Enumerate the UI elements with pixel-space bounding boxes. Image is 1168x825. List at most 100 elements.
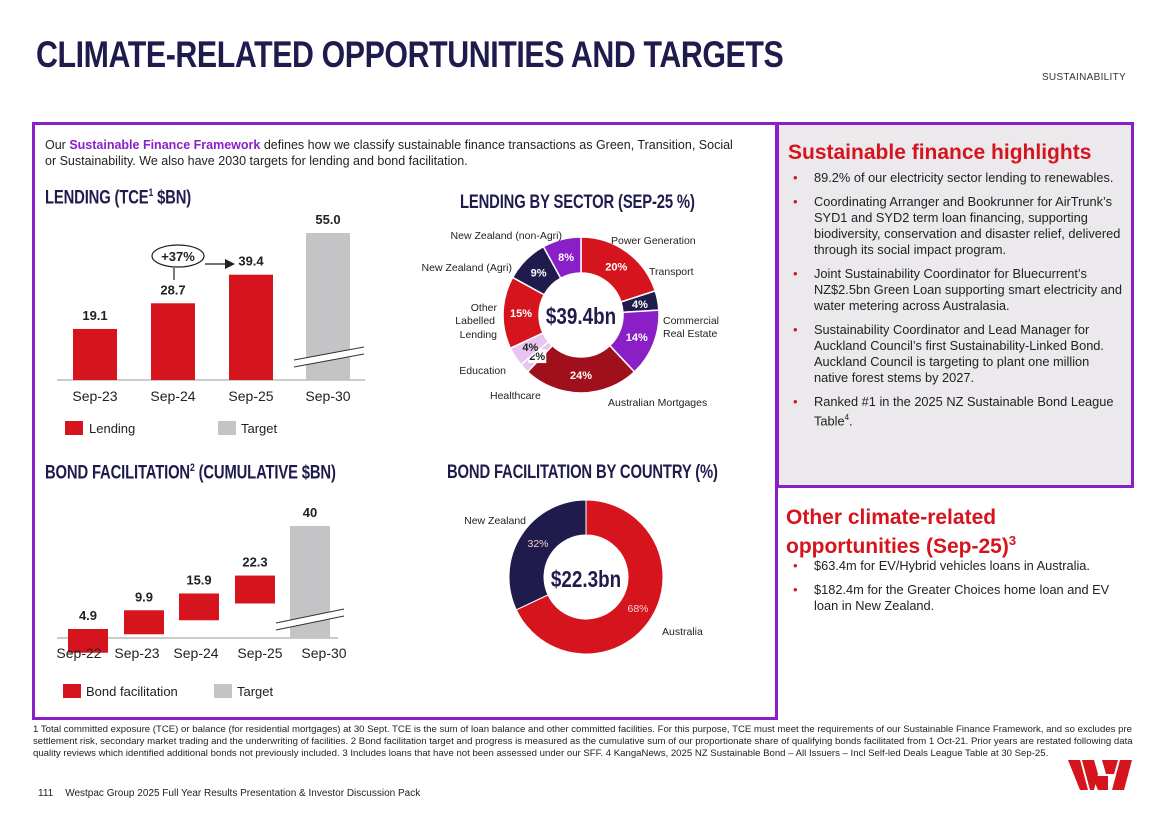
intro-text: Our Sustainable Finance Framework define… [45,137,745,169]
legend-label: Target [237,684,274,699]
list-item: Joint Sustainability Coordinator for Blu… [788,266,1124,314]
westpac-logo-icon [1068,760,1132,790]
framework-link: Sustainable Finance Framework [69,138,261,152]
bond-bar-chart: 4.9 Sep-22 9.9 Sep-23 15.9 Sep-24 22.3 Sep-25 40… [56,505,346,699]
slice-label: Other [471,302,498,314]
legend-label: Lending [89,421,135,436]
lending-heading-text: LENDING (TCE [45,187,149,209]
slice-label: Transport [649,266,694,278]
slice-label: Education [459,365,506,377]
x-tick-label: Sep-23 [72,388,117,404]
slice-pct-label: 4% [632,299,648,311]
lending-heading: LENDING (TCE1 $BN) [45,187,191,209]
donut-center-label: $22.3bn [551,567,621,592]
slice-label: Power Generation [611,235,696,247]
page-number: 111 [38,788,54,799]
donut-center-label: $39.4bn [546,304,616,329]
x-tick-label: Sep-30 [305,388,350,404]
list-item: Coordinating Arranger and Bookrunner for… [788,194,1124,258]
slice-pct-label: 8% [558,252,574,264]
intro-suffix: defines how we classify sustainable fina… [45,138,733,168]
slice-label: New Zealand [464,515,526,527]
legend-swatch [63,684,81,698]
slice-pct-label: 4% [522,342,538,354]
slice-label: New Zealand (Agri) [422,262,512,274]
bar [235,575,275,604]
list-item: $182.4m for the Greater Choices home loa… [788,582,1128,614]
bar-value-label: 15.9 [186,572,211,587]
bar-value-label: 28.7 [160,282,185,297]
other-title-text: Other climate-related opportunities (Sep… [786,506,1009,558]
slice-pct-label: 32% [527,538,548,550]
slice-pct-label: 9% [531,268,547,280]
slice-pct-label: 68% [627,603,648,615]
bond-heading-text: BOND FACILITATION [45,462,190,484]
bar [179,593,219,621]
league-table-sup: 4 [844,413,850,422]
footer-text: Westpac Group 2025 Full Year Results Pre… [65,788,421,799]
lending-bar-chart: 19.1 Sep-23 28.7 Sep-24 39.4 Sep-25 55.0 Sep-30… [57,212,365,436]
donut-slice [508,499,587,611]
growth-annotation: +37% [161,249,195,264]
slice-label: New Zealand (non-Agri) [451,230,562,242]
x-tick-label: Sep-22 [56,645,101,661]
x-tick-label: Sep-30 [301,645,346,661]
league-table-end: . [849,413,853,429]
bar [124,610,164,635]
bar-value-label: 19.1 [82,308,107,323]
slice-label: Australia [662,626,703,638]
bar [68,629,108,653]
bar [151,303,195,380]
list-item: Ranked #1 in the 2025 NZ Sustainable Bon… [788,394,1124,429]
footnotes: 1 Total committed exposure (TCE) or bala… [33,724,1133,759]
bar-value-label: 39.4 [238,254,264,269]
intro-prefix: Our [45,138,70,152]
slice-pct-label: 14% [626,332,648,344]
bar [229,274,273,380]
slice-pct-label: 15% [510,308,532,320]
bond-heading: BOND FACILITATION2 (CUMULATIVE $BN) [45,462,336,484]
list-item: $63.4m for EV/Hybrid vehicles loans in A… [788,558,1128,574]
lending-heading-sup: 1 [148,187,154,199]
donut-slice [515,499,664,655]
bar-value-label: 9.9 [135,589,153,604]
slice-label: Real Estate [663,328,717,340]
slice-pct-label: 20% [605,261,627,273]
donut-slice [542,236,582,280]
other-title-sup: 3 [1008,533,1017,548]
slice-label: Lending [460,329,498,341]
x-tick-label: Sep-23 [114,645,159,661]
highlights-title: Sustainable finance highlights [788,141,1092,164]
x-tick-label: Sep-24 [150,388,195,404]
annotation-arrowhead [225,259,235,269]
axis-break [294,347,364,367]
bar-value-label: 40 [303,505,317,520]
other-opportunities-list: $63.4m for EV/Hybrid vehicles loans in A… [788,558,1128,622]
lending-heading-unit: $BN) [153,187,192,209]
legend-label: Target [241,421,278,436]
x-tick-label: Sep-24 [173,645,218,661]
legend-label: Bond facilitation [86,684,178,699]
legend-swatch [214,684,232,698]
bond-heading-unit: (CUMULATIVE $BN) [194,462,336,484]
axis-break-line [275,615,345,631]
list-item: Sustainability Coordinator and Lead Mana… [788,322,1124,386]
legend-swatch [218,421,236,435]
x-tick-label: Sep-25 [228,388,273,404]
other-opportunities-title: Other climate-related opportunities (Sep… [786,506,1126,558]
bar [73,328,117,380]
axis-break-line [293,346,365,361]
bar-value-label: 22.3 [242,555,267,570]
page-title: CLIMATE-RELATED OPPORTUNITIES AND TARGET… [36,34,784,75]
bar-value-label: 4.9 [79,608,97,623]
annotation-bubble [151,244,205,268]
axis-break [276,609,344,630]
list-item: 89.2% of our electricity sector lending … [788,170,1124,186]
slice-pct-label: 24% [570,370,592,382]
highlights-list: 89.2% of our electricity sector lending … [788,170,1124,437]
legend-swatch [65,421,83,435]
section-tag: SUSTAINABILITY [1041,72,1126,83]
slice-label: Healthcare [490,390,541,402]
bar-value-label: 55.0 [315,212,340,227]
